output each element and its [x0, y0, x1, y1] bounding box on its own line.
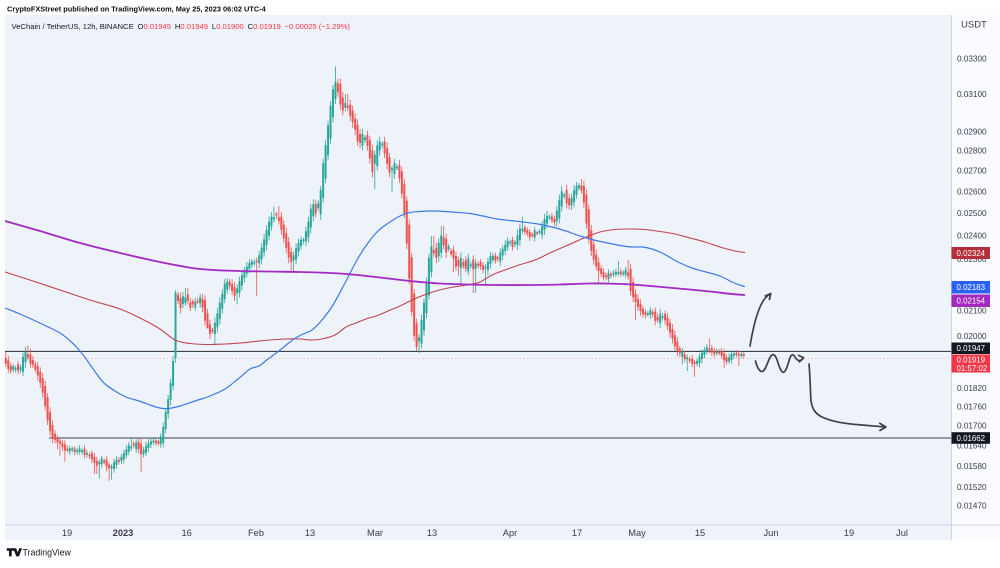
svg-text:0.01640: 0.01640	[957, 441, 987, 450]
svg-text:17: 17	[572, 528, 582, 538]
svg-text:May: May	[628, 528, 646, 538]
svg-text:VeChain / TetherUS, 12h, BINAN: VeChain / TetherUS, 12h, BINANCE O0.0194…	[12, 22, 351, 31]
svg-text:TradingView: TradingView	[23, 548, 72, 558]
svg-text:0.02800: 0.02800	[957, 147, 987, 156]
svg-text:0.02900: 0.02900	[957, 127, 987, 136]
svg-text:16: 16	[182, 528, 192, 538]
svg-text:0.02600: 0.02600	[957, 188, 987, 197]
svg-text:Mar: Mar	[367, 528, 383, 538]
svg-text:15: 15	[695, 528, 705, 538]
svg-text:0.01919: 0.01919	[957, 355, 986, 364]
svg-text:13: 13	[305, 528, 315, 538]
svg-text:0.03100: 0.03100	[957, 90, 987, 99]
svg-text:0.02183: 0.02183	[957, 283, 986, 292]
svg-text:13: 13	[427, 528, 437, 538]
svg-text:0.01520: 0.01520	[957, 483, 987, 492]
svg-text:0.01820: 0.01820	[957, 384, 987, 393]
svg-text:Feb: Feb	[248, 528, 264, 538]
svg-text:0.02700: 0.02700	[957, 167, 987, 176]
svg-text:0.01700: 0.01700	[957, 422, 987, 431]
svg-text:2023: 2023	[113, 528, 134, 538]
svg-text:0.01470: 0.01470	[957, 502, 987, 511]
svg-text:0.01662: 0.01662	[957, 434, 986, 443]
svg-text:Apr: Apr	[503, 528, 517, 538]
svg-text:0.03300: 0.03300	[957, 54, 987, 63]
svg-text:0.01947: 0.01947	[957, 344, 986, 353]
svg-text:19: 19	[844, 528, 854, 538]
svg-text:Jul: Jul	[896, 528, 908, 538]
svg-text:CryptoFXStreet published on Tr: CryptoFXStreet published on TradingView.…	[7, 5, 267, 14]
svg-text:19: 19	[62, 528, 72, 538]
svg-text:01:57:02: 01:57:02	[957, 364, 988, 373]
svg-text:0.02324: 0.02324	[957, 249, 986, 258]
svg-text:0.02300: 0.02300	[957, 255, 987, 264]
svg-text:0.02154: 0.02154	[957, 297, 986, 306]
svg-text:0.02500: 0.02500	[957, 209, 987, 218]
svg-text:0.01580: 0.01580	[957, 462, 987, 471]
svg-text:0.02000: 0.02000	[957, 332, 987, 341]
svg-text:Jun: Jun	[764, 528, 779, 538]
svg-text:0.01760: 0.01760	[957, 402, 987, 411]
svg-text:0.02100: 0.02100	[957, 307, 987, 316]
svg-text:0.02400: 0.02400	[957, 232, 987, 241]
svg-text:USDT: USDT	[961, 20, 987, 31]
